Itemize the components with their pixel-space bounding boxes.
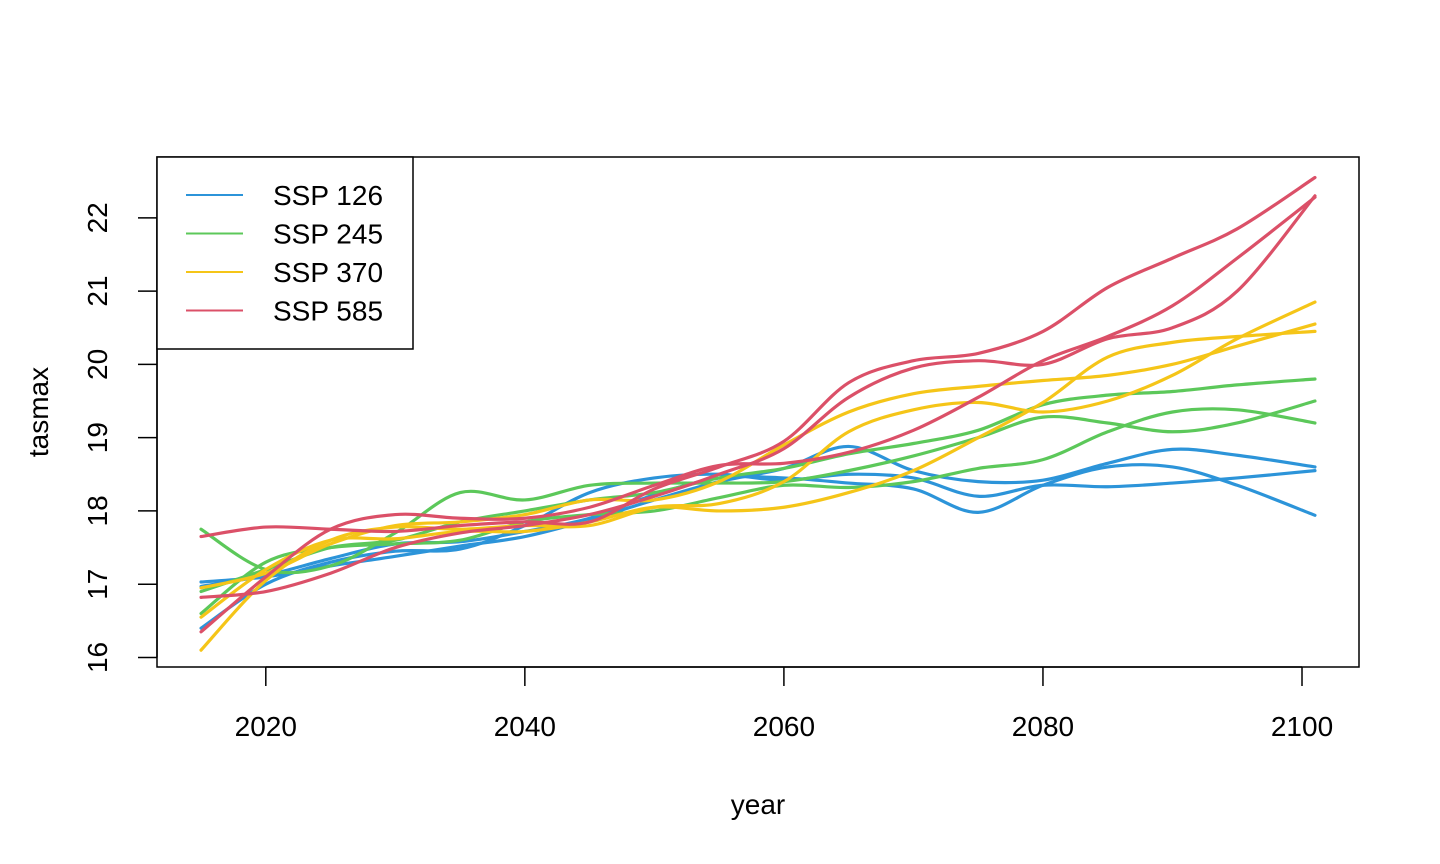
series-layer: [199, 175, 1317, 652]
series-line-ssp-245-2: [199, 377, 1317, 594]
x-tick-label: 2080: [1012, 711, 1074, 742]
y-tick-label: 18: [82, 495, 113, 526]
y-tick-label: 16: [82, 642, 113, 673]
legend-box: [156, 156, 414, 350]
series-line-ssp-370-3: [199, 329, 1317, 619]
y-tick-label: 22: [82, 202, 113, 233]
series-line-ssp-245-1: [199, 399, 1317, 575]
y-axis-title: tasmax: [23, 367, 54, 457]
series-line-ssp-585-2: [199, 194, 1317, 599]
series-line-ssp-585-1: [199, 175, 1317, 539]
y-tick-label: 17: [82, 569, 113, 600]
legend: SSP 126 SSP 245 SSP 370 SSP 585: [156, 156, 414, 350]
series-line-ssp-585-3: [199, 195, 1317, 634]
series-line-ssp-126-1: [199, 444, 1317, 584]
legend-label: SSP 370: [273, 257, 383, 288]
x-tick-label: 2020: [235, 711, 297, 742]
y-tick-label: 20: [82, 349, 113, 380]
series-line-ssp-126-3: [199, 469, 1317, 630]
x-axis: 2020 2040 2060 2080 2100: [235, 666, 1333, 742]
legend-label: SSP 245: [273, 219, 383, 250]
legend-label: SSP 126: [273, 180, 383, 211]
x-tick-label: 2040: [494, 711, 556, 742]
y-axis: 16 17 18 19 20 21 22: [82, 202, 158, 673]
series-line-ssp-245-3: [199, 407, 1317, 616]
y-tick-label: 19: [82, 422, 113, 453]
x-tick-label: 2100: [1271, 711, 1333, 742]
x-axis-title: year: [731, 789, 785, 820]
legend-label: SSP 585: [273, 296, 383, 327]
x-tick-label: 2060: [753, 711, 815, 742]
y-tick-label: 21: [82, 276, 113, 307]
